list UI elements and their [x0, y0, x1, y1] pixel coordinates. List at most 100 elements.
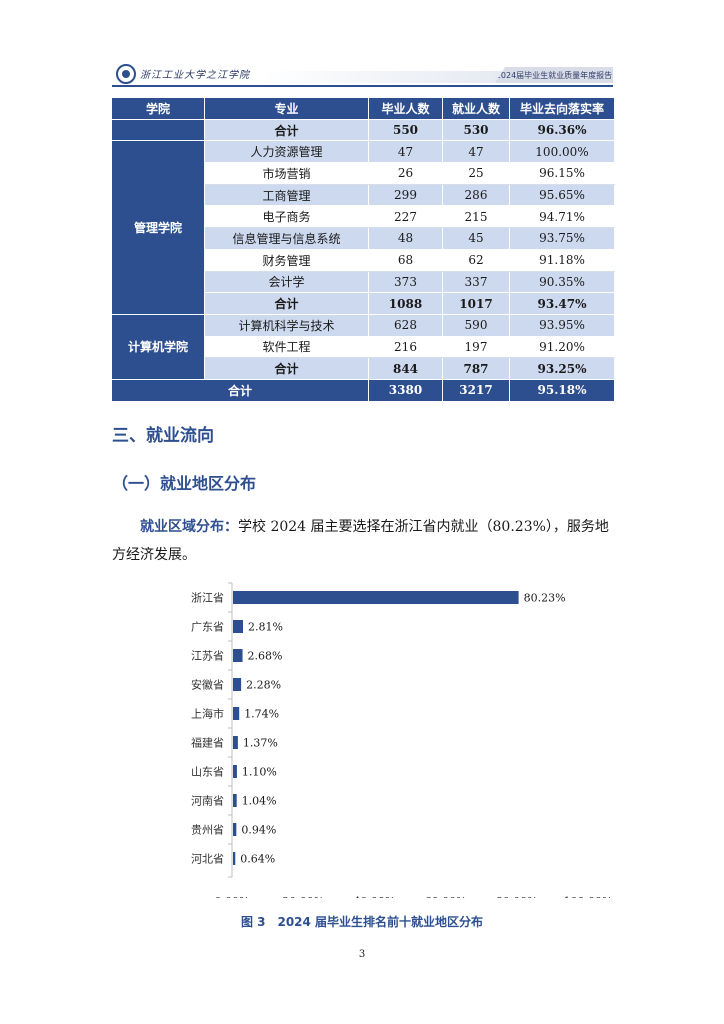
employed-cell: 286	[442, 183, 510, 207]
subsection-heading: （一）就业地区分布	[112, 474, 257, 493]
rate-cell: 90.35%	[509, 270, 615, 294]
grads-cell: 1088	[368, 292, 443, 315]
grads-cell: 26	[368, 162, 443, 185]
table-row: 合计 844 787 93.25%	[112, 357, 615, 380]
category-label: 安徽省	[191, 678, 224, 692]
employed-cell: 197	[442, 335, 510, 359]
x-tick-label: 60.00%	[425, 895, 467, 898]
school-name: 浙江工业大学之江学院	[140, 70, 250, 81]
major-cell: 财务管理	[204, 248, 369, 272]
grads-cell: 216	[368, 335, 443, 359]
table-row: 会计学 373 337 90.35%	[112, 270, 615, 294]
body-paragraph: 就业区域分布：学校 2024 届主要选择在浙江省内就业（80.23%），服务地方…	[112, 513, 615, 569]
employed-cell: 62	[442, 248, 510, 272]
page-header: 浙江工业大学之江学院 2024届毕业生就业质量年度报告	[112, 63, 613, 89]
major-cell: 计算机科学与技术	[204, 313, 369, 337]
report-title: 2024届毕业生就业质量年度报告	[495, 67, 613, 83]
grads-cell: 550	[368, 118, 443, 142]
rate-cell: 100.00%	[509, 140, 615, 164]
x-tick-label: 0.00%	[215, 895, 250, 898]
data-label: 1.10%	[242, 766, 277, 779]
rate-cell: 93.47%	[509, 292, 615, 315]
grads-cell: 373	[368, 270, 443, 294]
category-label: 广东省	[191, 621, 224, 634]
bar	[233, 649, 243, 662]
bar	[233, 794, 237, 807]
table-row: 合计 550 530 96.36%	[111, 118, 615, 142]
table-row: 合计 1088 1017 93.47%	[112, 292, 615, 315]
employed-cell: 25	[442, 162, 510, 185]
major-cell: 合计	[204, 357, 369, 380]
table-row: 财务管理 68 62 91.18%	[112, 248, 615, 272]
employed-cell: 3217	[442, 378, 510, 402]
column-header: 毕业去向落实率	[509, 97, 615, 120]
major-cell: 电子商务	[204, 205, 369, 229]
college-cell: 管理学院	[111, 140, 205, 315]
employed-cell: 590	[442, 313, 510, 337]
employed-cell: 215	[442, 205, 510, 229]
data-label: 2.68%	[248, 650, 283, 663]
grads-cell: 844	[368, 357, 443, 380]
bar	[233, 852, 236, 865]
grads-cell: 48	[368, 227, 443, 250]
employed-cell: 45	[442, 227, 510, 250]
grads-cell: 47	[368, 140, 443, 164]
employed-cell: 47	[442, 140, 510, 164]
rate-cell: 93.75%	[509, 227, 615, 250]
category-label: 福建省	[191, 736, 224, 750]
data-label: 1.37%	[243, 737, 278, 750]
grads-cell: 299	[368, 183, 443, 207]
paragraph-lead: 就业区域分布：	[140, 519, 238, 535]
major-cell: 软件工程	[204, 335, 369, 359]
bar	[233, 591, 519, 604]
x-tick-label: 80.00%	[496, 895, 538, 898]
column-header: 毕业人数	[368, 97, 443, 120]
header-decoration	[262, 71, 502, 83]
major-cell: 市场营销	[204, 162, 369, 185]
bar	[233, 823, 237, 836]
rate-cell: 93.25%	[509, 357, 615, 380]
table-row: 计算机学院 计算机科学与技术 628 590 93.95%	[111, 313, 615, 380]
table-row: 工商管理 299 286 95.65%	[112, 183, 615, 207]
table-header-row: 学院 专业 毕业人数 就业人数 毕业去向落实率	[111, 97, 615, 120]
grads-cell: 68	[368, 248, 443, 272]
grand-total-label: 合计	[111, 378, 369, 402]
major-cell: 会计学	[204, 270, 369, 294]
x-tick-label: 40.00%	[353, 895, 395, 898]
employed-cell: 337	[442, 270, 510, 294]
column-header: 就业人数	[442, 97, 510, 120]
category-label: 上海市	[191, 707, 224, 721]
major-cell: 合计	[204, 118, 369, 142]
employed-cell: 787	[442, 357, 510, 380]
bar	[233, 765, 237, 778]
category-label: 山东省	[191, 766, 224, 779]
x-tick-label: 100.00%	[564, 895, 613, 898]
data-label: 1.74%	[244, 708, 279, 721]
table-row: 信息管理与信息系统 48 45 93.75%	[112, 227, 615, 250]
rate-cell: 94.71%	[509, 205, 615, 229]
employment-rate-table: 学院 专业 毕业人数 就业人数 毕业去向落实率 合计 550 530 96.36…	[111, 97, 615, 402]
category-label: 河南省	[191, 795, 224, 808]
major-cell: 合计	[204, 292, 369, 315]
category-label: 浙江省	[191, 592, 224, 605]
table-row: 电子商务 227 215 94.71%	[112, 205, 615, 229]
page-number: 3	[358, 949, 366, 960]
bar	[233, 678, 242, 691]
bar	[233, 707, 240, 720]
major-cell: 工商管理	[204, 183, 369, 207]
table-row: 市场营销 26 25 96.15%	[112, 162, 615, 185]
employed-cell: 1017	[442, 292, 510, 315]
rate-cell: 93.95%	[509, 313, 615, 337]
rate-cell: 96.36%	[509, 118, 615, 142]
paragraph-text: 学校 2024 届主要选择在浙江省内就业（80.23%），服务地方经济发展。	[112, 519, 609, 563]
data-label: 1.04%	[242, 795, 277, 808]
category-label: 贵州省	[191, 824, 224, 837]
rate-cell: 91.18%	[509, 248, 615, 272]
major-cell: 人力资源管理	[204, 140, 369, 164]
data-label: 0.94%	[241, 824, 276, 837]
college-cell: 计算机学院	[111, 313, 205, 380]
employed-cell: 530	[442, 118, 510, 142]
rate-cell: 96.15%	[509, 162, 615, 185]
grads-cell: 3380	[368, 378, 443, 402]
school-logo-icon	[116, 64, 136, 84]
